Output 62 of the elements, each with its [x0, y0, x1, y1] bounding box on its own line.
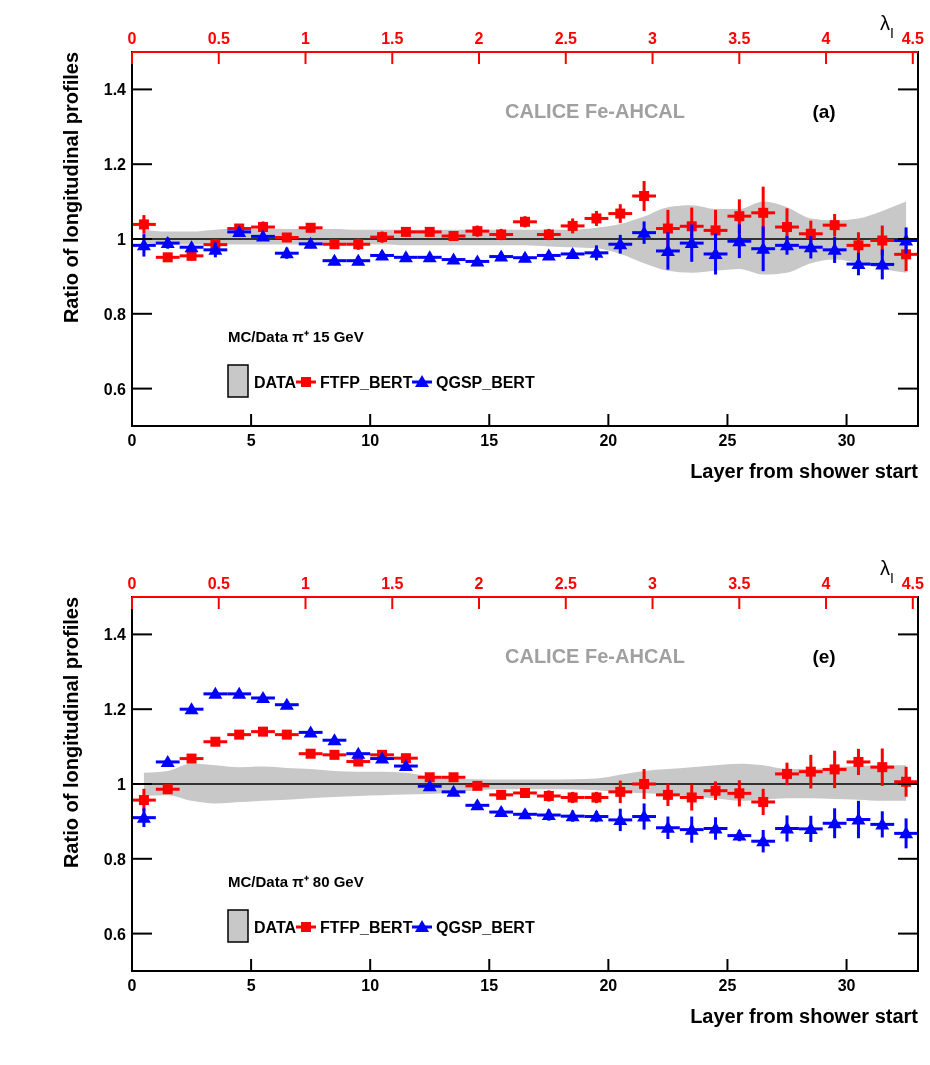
- x-tick-label: 10: [361, 977, 380, 994]
- x-tick-label: 0: [127, 432, 137, 449]
- legend-label: QGSP_BERT: [436, 374, 535, 391]
- legend-label: FTFP_BERT: [320, 919, 413, 936]
- x-tick-label: 30: [837, 432, 856, 449]
- annotation: (e): [812, 646, 836, 667]
- y-axis-title: Ratio of longitudinal profiles: [60, 52, 82, 324]
- x2-tick-label: 3.5: [728, 575, 751, 592]
- legend-label: DATA: [254, 919, 297, 936]
- y-axis-title: Ratio of longitudinal profiles: [60, 597, 82, 869]
- x2-tick-label: 3: [648, 575, 658, 592]
- x2-tick-label: 4.5: [901, 30, 925, 47]
- x-tick-label: 30: [837, 977, 856, 994]
- x2-axis-title: λ$_{I}$: [880, 557, 894, 586]
- y-tick-label: 1: [117, 231, 127, 248]
- y-tick-label: 0.6: [103, 380, 127, 398]
- y-tick-label: 1.2: [103, 156, 127, 174]
- annotation: CALICE Fe-AHCAL: [505, 100, 685, 122]
- x2-tick-label: 2.5: [554, 575, 577, 592]
- x2-tick-label: 0: [127, 30, 137, 47]
- x2-tick-label: 0.5: [207, 575, 230, 592]
- y-tick-label: 1.4: [103, 626, 127, 644]
- x2-tick-label: 1.5: [381, 575, 404, 592]
- legend-label: QGSP_BERT: [436, 919, 535, 936]
- x2-tick-label: 2: [474, 575, 484, 592]
- x-tick-label: 20: [599, 977, 618, 994]
- x-tick-label: 5: [246, 977, 256, 994]
- x2-tick-label: 4: [821, 30, 831, 47]
- x-tick-label: 0: [127, 977, 137, 994]
- annotation: CALICE Fe-AHCAL: [505, 645, 685, 667]
- x-axis-title: Layer from shower start: [690, 1005, 919, 1027]
- annotation: (a): [812, 101, 836, 122]
- x-tick-label: 10: [361, 432, 380, 449]
- x2-axis-title: λ$_{I}$: [880, 12, 894, 41]
- x-tick-label: 15: [480, 432, 499, 449]
- x2-tick-label: 3: [648, 30, 658, 47]
- x2-tick-label: 1: [301, 575, 311, 592]
- annotation: MC/Data π⁺ 80 GeV: [228, 873, 364, 890]
- x-axis-title: Layer from shower start: [690, 460, 919, 482]
- x2-tick-label: 1: [301, 30, 311, 47]
- x-tick-label: 15: [480, 977, 499, 994]
- x2-tick-label: 4: [821, 575, 831, 592]
- y-tick-label: 1: [117, 776, 127, 793]
- x2-tick-label: 3.5: [728, 30, 751, 47]
- y-tick-label: 0.6: [103, 925, 127, 943]
- annotation: MC/Data π⁺ 15 GeV: [228, 328, 364, 345]
- y-tick-label: 0.8: [103, 305, 127, 323]
- y-tick-label: 1.2: [103, 701, 127, 719]
- legend-label: DATA: [254, 374, 297, 391]
- y-tick-label: 0.8: [103, 850, 127, 868]
- x2-tick-label: 1.5: [381, 30, 404, 47]
- x-tick-label: 5: [246, 432, 256, 449]
- legend-label: FTFP_BERT: [320, 374, 413, 391]
- x-tick-label: 20: [599, 432, 618, 449]
- x2-tick-label: 4.5: [901, 575, 925, 592]
- x2-tick-label: 0: [127, 575, 137, 592]
- x2-tick-label: 0.5: [207, 30, 230, 47]
- x-tick-label: 25: [718, 432, 737, 449]
- x-tick-label: 25: [718, 977, 737, 994]
- x2-tick-label: 2.5: [554, 30, 577, 47]
- y-tick-label: 1.4: [103, 81, 127, 99]
- x2-tick-label: 2: [474, 30, 484, 47]
